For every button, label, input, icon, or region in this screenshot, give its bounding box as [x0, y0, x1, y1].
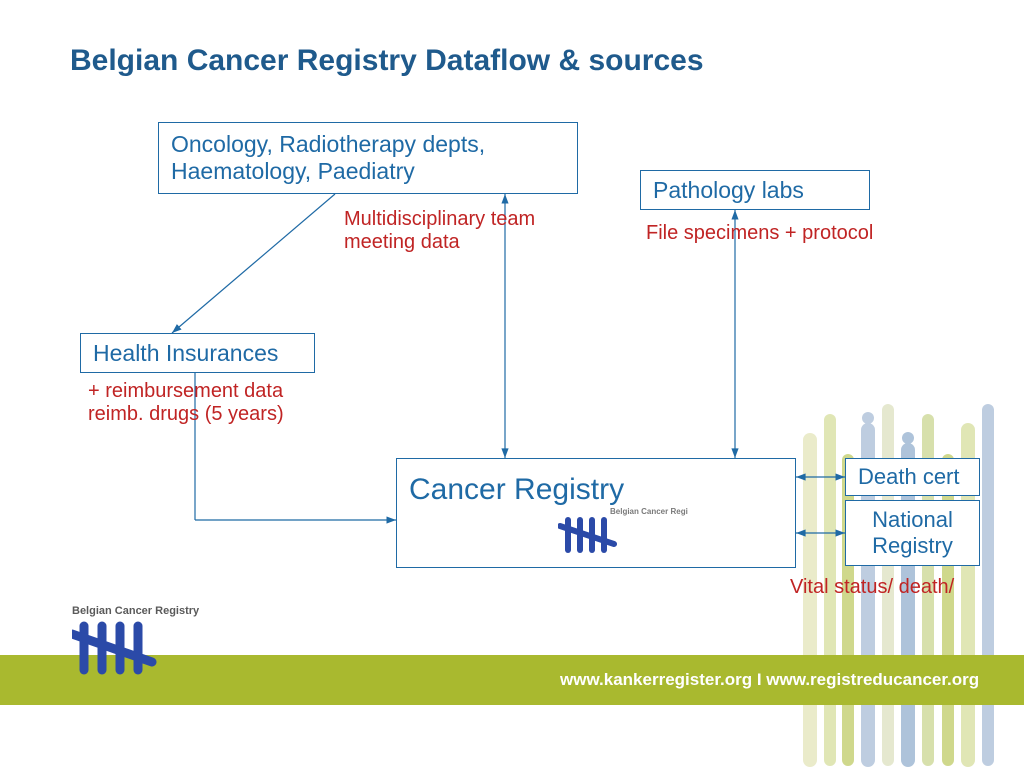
box-pathology: Pathology labs	[640, 170, 870, 210]
box-death-label: Death cert	[858, 464, 960, 490]
box-oncology: Oncology, Radiotherapy depts, Haematolog…	[158, 122, 578, 194]
corner-logo: Belgian Cancer Registry	[72, 602, 222, 687]
box-death-cert: Death cert	[845, 458, 980, 496]
box-national-label: National Registry	[858, 507, 967, 559]
box-pathology-label: Pathology labs	[653, 177, 804, 204]
slide-title: Belgian Cancer Registry Dataflow & sourc…	[70, 44, 704, 78]
box-national-registry: National Registry	[845, 500, 980, 566]
annotation-reimbursement: + reimbursement data reimb. drugs (5 yea…	[88, 380, 328, 426]
box-health-insurances: Health Insurances	[80, 333, 315, 373]
footer-urls: www.kankerregister.org I www.registreduc…	[560, 670, 979, 690]
annotation-mdt: Multidisciplinary team meeting data	[344, 208, 594, 254]
slide: { "title": { "text": "Belgian Cancer Reg…	[0, 0, 1024, 768]
box-insurance-label: Health Insurances	[93, 340, 278, 367]
box-oncology-label: Oncology, Radiotherapy depts, Haematolog…	[171, 131, 565, 185]
annotation-vital-status: Vital status/ death/	[790, 576, 954, 599]
annotation-specimens: File specimens + protocol	[646, 222, 873, 245]
registry-box-logo: Belgian Cancer Registry	[558, 502, 688, 562]
corner-logo-text: Belgian Cancer Registry	[72, 605, 200, 617]
registry-logo-text: Belgian Cancer Registry	[610, 507, 688, 516]
